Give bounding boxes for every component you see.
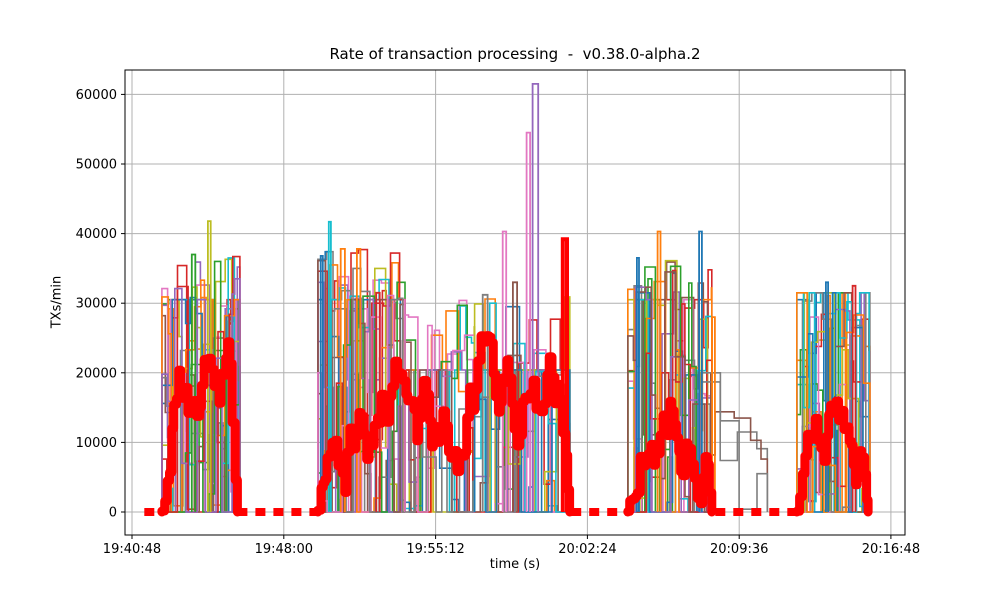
x-tick-label: 20:09:36 <box>710 542 768 557</box>
series-line <box>161 279 241 513</box>
red-overlay-cluster <box>157 337 242 517</box>
series-line <box>627 272 712 513</box>
series-line <box>404 304 476 513</box>
spike-line <box>327 220 332 512</box>
chart-title: Rate of transaction processing - v0.38.0… <box>329 45 701 63</box>
spike-line <box>190 253 197 512</box>
spike-line <box>319 255 324 512</box>
spike-line <box>851 284 857 512</box>
x-tick-label: 20:16:48 <box>862 542 920 557</box>
grid-lines <box>125 70 905 535</box>
y-tick-label: 0 <box>109 506 117 521</box>
x-tick-label: 19:55:12 <box>406 542 464 557</box>
x-tick-label: 19:48:00 <box>255 542 313 557</box>
spike-line <box>339 248 346 512</box>
spike-line <box>481 293 489 512</box>
y-tick-label: 20000 <box>76 366 117 381</box>
red-overlay-cluster <box>313 331 575 517</box>
red-overlay <box>144 237 873 517</box>
spike-line <box>656 230 662 512</box>
series-line <box>700 372 769 512</box>
spike-line <box>698 230 703 512</box>
red-overlay-spike <box>560 237 569 512</box>
series-line <box>317 259 406 513</box>
series-line <box>404 314 476 513</box>
spike-line <box>525 131 531 512</box>
spike-line <box>711 316 716 512</box>
y-tick-label: 60000 <box>76 88 117 103</box>
series-line <box>700 381 769 512</box>
y-tick-label: 40000 <box>76 227 117 242</box>
spike-line <box>825 281 829 512</box>
axes: 19:40:48 19:48:00 19:55:12 20:02:24 20:09:36… <box>76 69 920 557</box>
spike-line <box>356 248 362 512</box>
spike-line <box>531 83 540 512</box>
spike-line <box>636 257 640 512</box>
y-tick-label: 10000 <box>76 436 117 451</box>
series-line <box>796 292 871 513</box>
axes-spines <box>124 69 906 536</box>
series-line <box>317 267 405 513</box>
x-tick-label: 19:40:48 <box>103 542 161 557</box>
y-tick-label: 50000 <box>76 158 117 173</box>
red-overlay-cluster <box>792 396 873 517</box>
y-tick-label: 30000 <box>76 297 117 312</box>
x-axis-label: time (s) <box>489 557 541 572</box>
x-tick-label: 20:02:24 <box>558 542 616 557</box>
red-overlay-cluster <box>623 396 717 517</box>
series-line <box>796 292 871 513</box>
